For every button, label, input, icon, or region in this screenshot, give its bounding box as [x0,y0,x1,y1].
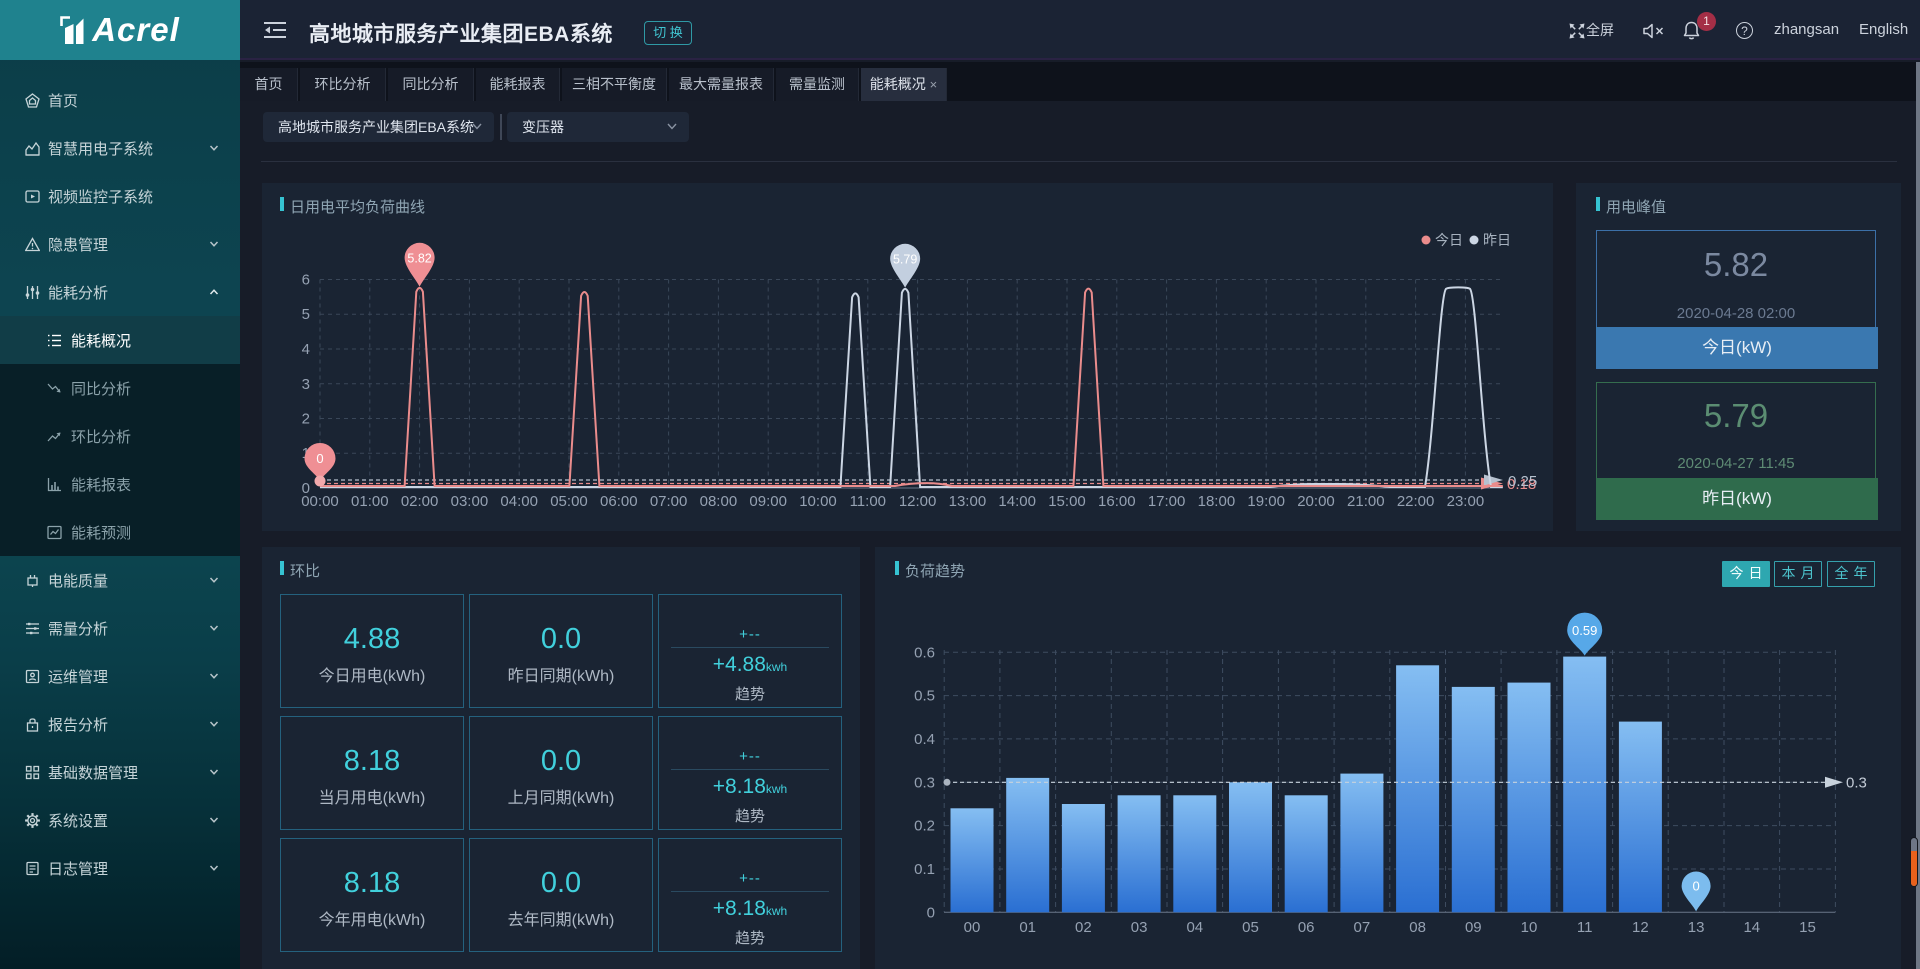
svg-text:14: 14 [1743,919,1760,936]
svg-text:5.79: 5.79 [893,252,917,266]
svg-text:今日: 今日 [1435,232,1463,248]
svg-text:15:00: 15:00 [1048,493,1086,510]
svg-text:18:00: 18:00 [1198,493,1236,510]
svg-text:05: 05 [1242,919,1259,936]
svg-text:11:00: 11:00 [850,493,886,510]
svg-text:08: 08 [1409,919,1426,936]
svg-text:02:00: 02:00 [401,493,439,510]
svg-text:22:00: 22:00 [1397,493,1435,510]
svg-text:01:00: 01:00 [351,493,389,510]
svg-text:04: 04 [1186,919,1203,936]
svg-text:21:00: 21:00 [1347,493,1385,510]
svg-text:15: 15 [1799,919,1816,936]
svg-text:06:00: 06:00 [600,493,638,510]
svg-text:5: 5 [302,306,310,323]
svg-text:07:00: 07:00 [650,493,688,510]
svg-text:23:00: 23:00 [1447,493,1485,510]
svg-text:0.4: 0.4 [914,731,935,748]
svg-text:19:00: 19:00 [1247,493,1285,510]
svg-text:12:00: 12:00 [899,493,937,510]
svg-text:09: 09 [1465,919,1482,936]
svg-text:10:00: 10:00 [799,493,837,510]
svg-text:0: 0 [927,904,935,921]
svg-text:07: 07 [1354,919,1371,936]
svg-text:01: 01 [1019,919,1036,936]
svg-text:09:00: 09:00 [749,493,787,510]
svg-text:昨日: 昨日 [1483,232,1511,248]
svg-text:00:00: 00:00 [301,493,339,510]
svg-text:0: 0 [316,451,323,466]
svg-text:0.3: 0.3 [1846,774,1867,791]
svg-text:12: 12 [1632,919,1649,936]
svg-text:03:00: 03:00 [451,493,489,510]
svg-text:0.3: 0.3 [914,774,935,791]
svg-text:0.6: 0.6 [914,644,935,661]
svg-text:5.82: 5.82 [407,251,431,265]
svg-text:0.59: 0.59 [1572,623,1597,638]
svg-text:10: 10 [1521,919,1538,936]
svg-text:13: 13 [1688,919,1705,936]
svg-text:0: 0 [1692,879,1699,894]
svg-text:0: 0 [302,480,310,497]
svg-text:03: 03 [1131,919,1148,936]
svg-text:14:00: 14:00 [998,493,1036,510]
svg-text:0.2: 0.2 [914,818,935,835]
svg-text:0.25: 0.25 [1508,473,1537,490]
svg-text:16:00: 16:00 [1098,493,1136,510]
svg-text:3: 3 [302,376,310,393]
svg-text:04:00: 04:00 [500,493,538,510]
svg-text:17:00: 17:00 [1148,493,1186,510]
svg-text:0.1: 0.1 [914,861,935,878]
svg-text:00: 00 [964,919,981,936]
svg-text:06: 06 [1298,919,1315,936]
svg-text:20:00: 20:00 [1297,493,1335,510]
svg-text:6: 6 [302,272,310,289]
svg-text:0.5: 0.5 [914,688,935,705]
svg-text:05:00: 05:00 [550,493,588,510]
svg-text:2: 2 [302,411,310,428]
svg-text:13:00: 13:00 [949,493,987,510]
svg-text:0.18: 0.18 [1507,476,1536,493]
svg-text:4: 4 [302,341,310,358]
svg-text:08:00: 08:00 [700,493,738,510]
svg-text:11: 11 [1577,919,1593,936]
svg-text:02: 02 [1075,919,1092,936]
